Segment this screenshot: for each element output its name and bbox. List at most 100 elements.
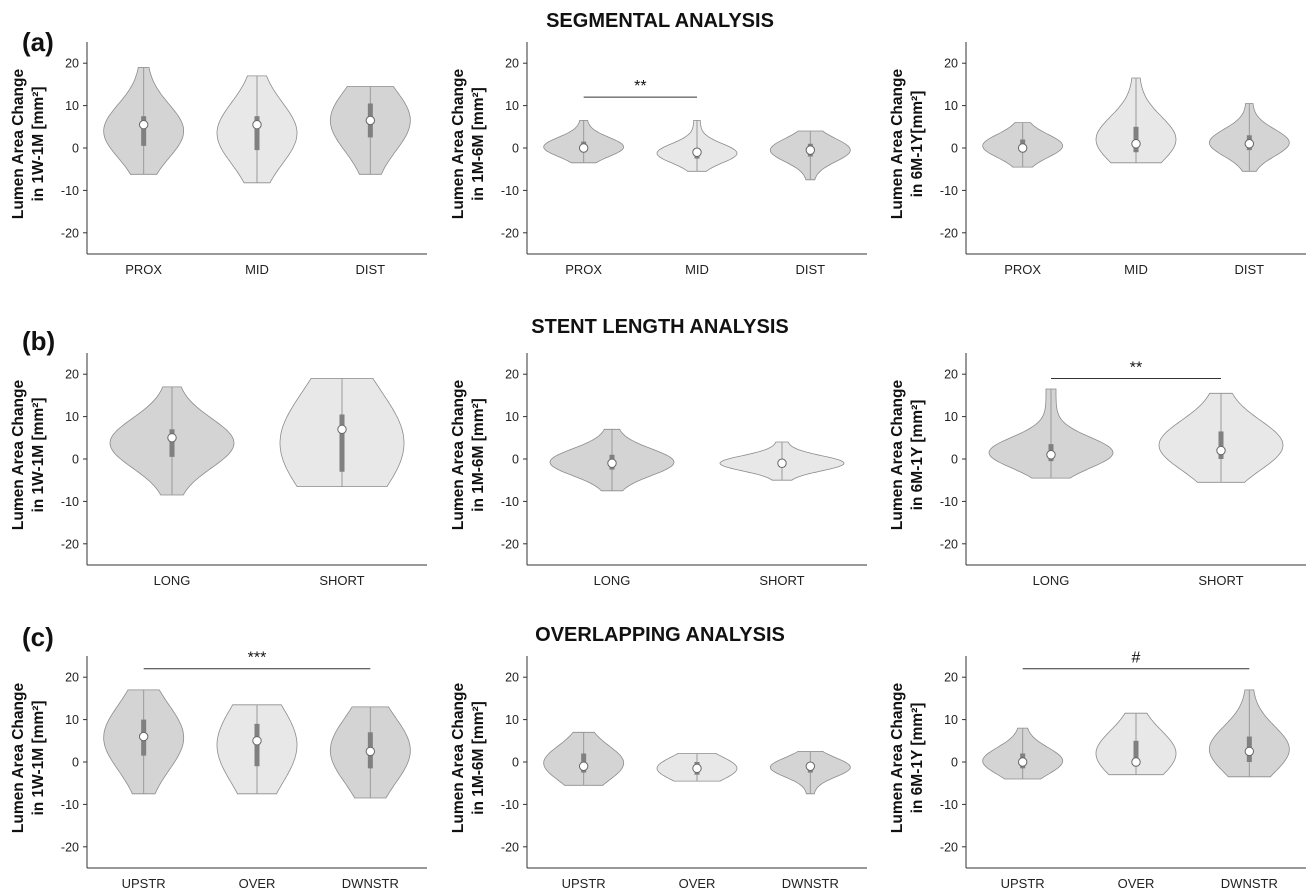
y-axis-label: in 1M-6M [mm²]	[470, 701, 487, 815]
y-axis-label: Lumen Area Change	[889, 380, 906, 531]
chart-panel: -20 -10 0 10 20 Lumen Area Change in 1M-6M [mm…	[450, 42, 867, 277]
y-tick-label: 20	[65, 671, 79, 685]
y-tick-label: 0	[72, 756, 79, 770]
median-point	[692, 763, 702, 774]
y-tick-label: 10	[944, 713, 958, 727]
y-axis-label: in 6M-1Y [mm²]	[909, 703, 926, 814]
median-point	[138, 119, 149, 130]
iqr-box	[254, 116, 260, 151]
y-tick-label: 20	[944, 671, 958, 685]
median-point	[252, 736, 262, 746]
y-tick-label: 0	[72, 453, 79, 467]
iqr-box	[141, 116, 147, 146]
y-tick-label: -20	[501, 537, 519, 551]
category-label: LONG	[1033, 573, 1070, 588]
section-title: OVERLAPPING ANALYSIS	[535, 624, 785, 646]
category-label: DIST	[796, 262, 826, 277]
iqr-box	[339, 414, 345, 472]
category-label: OVER	[1118, 876, 1155, 890]
y-tick-label: -10	[501, 495, 519, 509]
panel-label: (c)	[22, 622, 54, 652]
category-label: UPSTR	[122, 876, 166, 890]
y-axis-label: in 1M-6M [mm²]	[470, 398, 487, 512]
category-label: SHORT	[1198, 573, 1243, 588]
y-tick-label: -10	[61, 798, 79, 812]
median-point	[578, 761, 589, 771]
category-label: DIST	[1235, 262, 1265, 277]
iqr-box	[1218, 431, 1224, 459]
panel-label: (b)	[22, 326, 55, 356]
category-label: PROX	[1004, 262, 1041, 277]
category-label: UPSTR	[1001, 876, 1045, 890]
chart-panel: -20 -10 0 10 20 Lumen Area Change in 6M-1Y [mm…	[889, 650, 1306, 890]
y-tick-label: -20	[61, 226, 79, 240]
y-tick-label: 10	[944, 410, 958, 424]
median-point	[365, 115, 376, 126]
y-tick-label: 20	[505, 57, 519, 71]
y-axis-label: Lumen Area Change	[10, 683, 27, 834]
y-tick-label: -10	[61, 495, 79, 509]
category-label: DWNSTR	[342, 876, 399, 890]
y-axis-label: in 6M-1Y [mm²]	[909, 400, 926, 511]
category-label: DIST	[356, 262, 386, 277]
significance-label: #	[1132, 650, 1141, 667]
y-tick-label: 0	[951, 756, 958, 770]
y-tick-label: -20	[501, 226, 519, 240]
y-tick-label: -20	[940, 840, 958, 854]
median-point	[1017, 143, 1028, 153]
category-label: DWNSTR	[1221, 876, 1278, 890]
y-tick-label: 20	[505, 368, 519, 382]
category-label: MID	[245, 262, 269, 277]
significance-label: ***	[248, 650, 267, 667]
category-label: SHORT	[319, 573, 364, 588]
y-axis-label: in 1W-1M [mm²]	[30, 700, 47, 815]
y-tick-label: 10	[944, 99, 958, 113]
median-point	[365, 746, 376, 757]
y-tick-label: 10	[505, 713, 519, 727]
panel-label: (a)	[22, 27, 54, 57]
y-axis-label: in 1W-1M [mm²]	[30, 397, 47, 512]
category-label: MID	[1124, 262, 1148, 277]
median-point	[1244, 746, 1255, 757]
y-tick-label: -20	[61, 537, 79, 551]
y-tick-label: -20	[501, 840, 519, 854]
iqr-box	[169, 429, 175, 457]
y-tick-label: 20	[65, 368, 79, 382]
section-title: STENT LENGTH ANALYSIS	[531, 316, 788, 338]
y-tick-label: -20	[940, 537, 958, 551]
y-tick-label: 0	[512, 453, 519, 467]
y-tick-label: 10	[65, 713, 79, 727]
section-title: SEGMENTAL ANALYSIS	[546, 10, 774, 32]
iqr-box	[1133, 740, 1139, 767]
y-tick-label: 20	[505, 671, 519, 685]
category-label: OVER	[679, 876, 716, 890]
y-axis-label: in 1M-6M [mm²]	[470, 87, 487, 201]
median-point	[252, 119, 262, 130]
y-tick-label: 10	[65, 99, 79, 113]
category-label: PROX	[565, 262, 602, 277]
y-tick-label: 10	[505, 410, 519, 424]
median-point	[1244, 139, 1255, 149]
chart-panel: -20 -10 0 10 20 Lumen Area Change in 1M-6M [mm…	[450, 656, 867, 890]
y-axis-label: Lumen Area Change	[450, 69, 467, 220]
y-tick-label: -10	[501, 184, 519, 198]
y-axis-label: Lumen Area Change	[450, 380, 467, 531]
category-label: LONG	[154, 573, 191, 588]
y-tick-label: -10	[61, 184, 79, 198]
category-label: PROX	[125, 262, 162, 277]
chart-panel: -20 -10 0 10 20 Lumen Area Change in 1W-1M [mm…	[10, 353, 427, 588]
median-point	[1046, 450, 1056, 460]
category-label: MID	[685, 262, 709, 277]
y-tick-label: 20	[65, 57, 79, 71]
median-point	[1216, 445, 1226, 456]
y-axis-label: Lumen Area Change	[10, 380, 27, 531]
median-point	[1017, 757, 1028, 767]
y-axis-label: Lumen Area Change	[10, 69, 27, 220]
chart-panel: -20 -10 0 10 20 Lumen Area Change in 1W-1M [mm…	[10, 650, 427, 890]
median-point	[805, 145, 816, 155]
y-axis-label: Lumen Area Change	[889, 69, 906, 220]
y-axis-label: in 1W-1M [mm²]	[30, 86, 47, 201]
y-tick-label: -10	[501, 798, 519, 812]
y-tick-label: 10	[505, 99, 519, 113]
